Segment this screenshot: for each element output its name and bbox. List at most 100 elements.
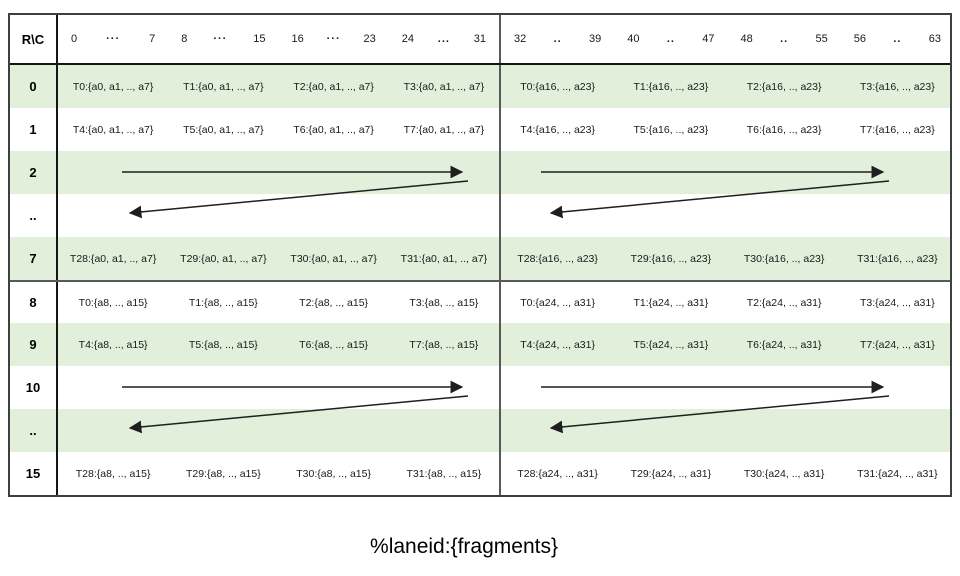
header-left: 0 ··· 7 8 ··· 15 16 ··· 23 24... 31 xyxy=(58,15,499,63)
lane-fragment-table: R\C 0 ··· 7 8 ··· 15 16 ··· 23 24... 31 32.. 39 40..… xyxy=(8,13,952,497)
column-range: 8 ··· 15 xyxy=(168,15,278,63)
right-half: T0:{a16, .., a23} T1:{a16, .., a23} T2:{a1… xyxy=(499,65,954,108)
fragment-cell: T30:{a8, .., a15} xyxy=(296,467,371,480)
fragment-cell: T4:{a16, .., a23} xyxy=(520,123,595,136)
column-range: 48.. 55 xyxy=(728,15,841,63)
right-half: T0:{a24, .., a31} T1:{a24, .., a31} T2:{a2… xyxy=(499,282,954,323)
fragment-cell: T29:{a24, .., a31} xyxy=(630,467,712,480)
corner-label: R\C xyxy=(10,15,58,63)
fragment-cell: T3:{a0, a1, .., a7} xyxy=(403,80,485,93)
right-half: T4:{a16, .., a23} T5:{a16, .., a23} T6:{a1… xyxy=(499,108,954,151)
arrow-row: .. xyxy=(10,409,950,452)
left-half: T4:{a0, a1, .., a7} T5:{a0, a1, .., a7} T6… xyxy=(58,108,499,151)
column-range-start: 32 xyxy=(514,33,527,45)
fragment-cell: T2:{a24, .., a31} xyxy=(746,296,822,309)
fragment-cell: T2:{a16, .., a23} xyxy=(746,80,822,93)
fragment-cell: T28:{a0, a1, .., a7} xyxy=(69,252,157,265)
right-half: T4:{a24, .., a31} T5:{a24, .., a31} T6:{a2… xyxy=(499,323,954,366)
header-right: 32.. 39 40.. 47 48.. 55 56.. 63 xyxy=(499,15,954,63)
fragment-cell: T0:{a16, .., a23} xyxy=(520,80,595,93)
fragment-cell: T5:{a24, .., a31} xyxy=(633,338,709,351)
column-range-dots: ··· xyxy=(106,33,121,45)
fragment-cell: T31:{a0, a1, .., a7} xyxy=(400,252,488,265)
column-range-end: 47 xyxy=(702,33,715,45)
fragment-cell: T6:{a0, a1, .., a7} xyxy=(293,123,374,136)
table-row: 7 T28:{a0, a1, .., a7} T29:{a0, a1, .., a7… xyxy=(10,237,950,280)
fragment-cell: T1:{a0, a1, .., a7} xyxy=(183,80,264,93)
right-half xyxy=(499,151,954,194)
left-half xyxy=(58,366,499,409)
row-label: 2 xyxy=(10,151,58,194)
fragment-cell: T1:{a8, .., a15} xyxy=(188,296,258,309)
left-half xyxy=(58,194,499,237)
right-half: T28:{a24, .., a31} T29:{a24, .., a31} T30:… xyxy=(499,452,954,495)
column-range: 56.. 63 xyxy=(841,15,954,63)
fragment-cell: T28:{a8, .., a15} xyxy=(75,467,151,480)
fragment-cell: T28:{a24, .., a31} xyxy=(517,467,598,480)
left-half: T28:{a0, a1, .., a7} T29:{a0, a1, .., a7}… xyxy=(58,237,499,280)
column-range-start: 0 xyxy=(71,33,78,45)
column-range-dots: ··· xyxy=(326,33,341,45)
row-label: 7 xyxy=(10,237,58,280)
fragment-cell: T30:{a16, .., a23} xyxy=(743,252,825,265)
fragment-cell: T28:{a16, .., a23} xyxy=(517,252,598,265)
column-range-end: 15 xyxy=(253,33,266,45)
arrow-row: 2 xyxy=(10,151,950,194)
fragment-cell: T7:{a24, .., a31} xyxy=(860,338,935,351)
fragment-cell: T4:{a0, a1, .., a7} xyxy=(72,123,154,136)
arrow-row: 10 xyxy=(10,366,950,409)
fragment-cell: T3:{a16, .., a23} xyxy=(860,80,935,93)
fragment-cell: T29:{a8, .., a15} xyxy=(186,467,261,480)
column-range-start: 48 xyxy=(740,33,753,45)
right-half xyxy=(499,409,954,452)
column-range-end: 63 xyxy=(928,33,941,45)
column-range: 0 ··· 7 xyxy=(58,15,168,63)
column-range: 32.. 39 xyxy=(501,15,614,63)
left-half: T0:{a0, a1, .., a7} T1:{a0, a1, .., a7} T2… xyxy=(58,65,499,108)
fragment-cell: T30:{a0, a1, .., a7} xyxy=(290,252,377,265)
fragment-cell: T5:{a16, .., a23} xyxy=(633,123,709,136)
column-range: 16 ··· 23 xyxy=(279,15,389,63)
column-range-end: 23 xyxy=(363,33,376,45)
fragment-cell: T7:{a8, .., a15} xyxy=(409,338,479,351)
left-half: T4:{a8, .., a15} T5:{a8, .., a15} T6:{a8, … xyxy=(58,323,499,366)
fragment-cell: T6:{a8, .., a15} xyxy=(299,338,369,351)
fragment-cell: T3:{a8, .., a15} xyxy=(409,296,479,309)
fragment-cell: T3:{a24, .., a31} xyxy=(860,296,935,309)
fragment-cell: T4:{a8, .., a15} xyxy=(78,338,148,351)
fragment-cell: T1:{a24, .., a31} xyxy=(633,296,709,309)
left-half xyxy=(58,409,499,452)
row-label: 0 xyxy=(10,65,58,108)
table-row: 8 T0:{a8, .., a15} T1:{a8, .., a15} T2:{a8,… xyxy=(10,280,950,323)
column-range-dots: .. xyxy=(666,33,675,45)
fragment-cell: T5:{a8, .., a15} xyxy=(188,338,258,351)
fragment-cell: T2:{a8, .., a15} xyxy=(299,296,369,309)
column-range-start: 24 xyxy=(401,33,414,45)
header-row: R\C 0 ··· 7 8 ··· 15 16 ··· 23 24... 31 32.. 39 40..… xyxy=(10,15,950,65)
row-label: .. xyxy=(10,409,58,452)
left-half: T28:{a8, .., a15} T29:{a8, .., a15} T30:{a… xyxy=(58,452,499,495)
table-row: 0 T0:{a0, a1, .., a7} T1:{a0, a1, .., a7} T… xyxy=(10,65,950,108)
table-row: 1 T4:{a0, a1, .., a7} T5:{a0, a1, .., a7} T… xyxy=(10,108,950,151)
column-range-start: 16 xyxy=(291,33,304,45)
fragment-cell: T30:{a24, .., a31} xyxy=(743,467,825,480)
column-range-end: 39 xyxy=(589,33,602,45)
arrow-row: .. xyxy=(10,194,950,237)
fragment-cell: T6:{a16, .., a23} xyxy=(746,123,822,136)
fragment-cell: T2:{a0, a1, .., a7} xyxy=(293,80,374,93)
column-range-end: 31 xyxy=(473,33,486,45)
column-range-start: 56 xyxy=(853,33,866,45)
column-range-dots: .. xyxy=(553,33,562,45)
column-range: 24... 31 xyxy=(389,15,499,63)
left-half: T0:{a8, .., a15} T1:{a8, .., a15} T2:{a8, … xyxy=(58,282,499,323)
row-label: 8 xyxy=(10,282,58,323)
column-range-start: 8 xyxy=(181,33,188,45)
column-range: 40.. 47 xyxy=(614,15,727,63)
row-label: 9 xyxy=(10,323,58,366)
column-range-dots: ... xyxy=(437,33,450,45)
fragment-cell: T29:{a0, a1, .., a7} xyxy=(180,252,267,265)
arrow-block: 10.. xyxy=(10,366,950,452)
fragment-cell: T0:{a24, .., a31} xyxy=(520,296,595,309)
table-row: 15 T28:{a8, .., a15} T29:{a8, .., a15} T30:… xyxy=(10,452,950,495)
fragment-cell: T1:{a16, .., a23} xyxy=(633,80,709,93)
